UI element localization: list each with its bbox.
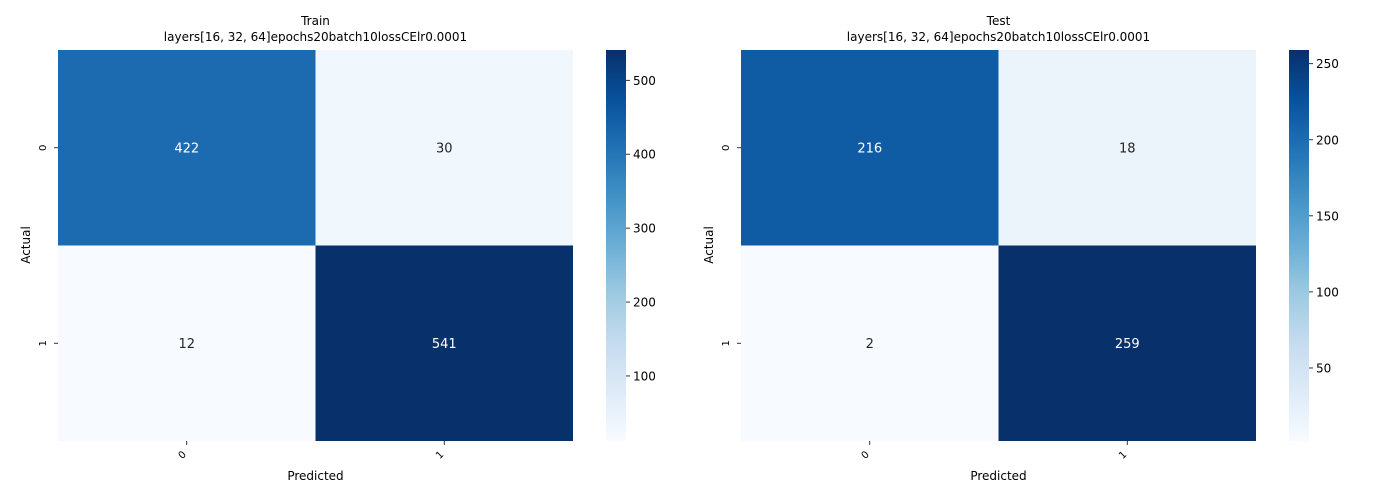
test-title: Test <box>986 14 1011 28</box>
train-xlabel: Predicted <box>287 469 343 483</box>
colorbar-tick-label: 100 <box>633 369 656 383</box>
colorbar-tick-label: 50 <box>1316 361 1331 375</box>
heatmap-cell <box>998 50 1256 246</box>
train-panel: Train layers[16, 32, 64]epochs20batch10l… <box>19 14 656 483</box>
y-tick-label: 0 <box>721 145 732 151</box>
heatmap-cell <box>741 245 999 441</box>
test-panel: Test layers[16, 32, 64]epochs20batch10lo… <box>702 14 1339 483</box>
cell-value-label: 12 <box>178 337 195 352</box>
heatmap-cell <box>315 50 573 246</box>
heatmap-cell <box>741 50 999 246</box>
y-tick-label: 1 <box>38 340 49 346</box>
colorbar-tick-label: 400 <box>633 148 656 162</box>
train-title: Train <box>300 14 330 28</box>
test-heatmap: 216 18 2 259 <box>741 50 1256 441</box>
colorbar-tick-label: 300 <box>633 222 656 236</box>
x-tick-label: 1 <box>1117 449 1129 461</box>
x-tick-label: 0 <box>177 449 189 461</box>
colorbar-tick-label: 200 <box>633 296 656 310</box>
colorbar-tick-label: 200 <box>1316 133 1339 147</box>
x-tick-label: 1 <box>434 449 446 461</box>
cell-value-label: 259 <box>1115 337 1140 352</box>
train-ylabel: Actual <box>19 226 33 264</box>
x-tick-label: 0 <box>860 449 872 461</box>
test-colorbar <box>1289 50 1309 441</box>
cell-value-label: 422 <box>174 141 199 156</box>
heatmap-cell <box>58 50 316 246</box>
cell-value-label: 2 <box>866 337 874 352</box>
train-subtitle: layers[16, 32, 64]epochs20batch10lossCEl… <box>164 30 467 44</box>
test-y-tick-labels: 01 <box>721 145 741 346</box>
colorbar-tick-label: 100 <box>1316 285 1339 299</box>
colorbar-tick-label: 250 <box>1316 57 1339 71</box>
heatmap-cell <box>315 245 573 441</box>
cell-value-label: 216 <box>857 141 882 156</box>
heatmap-cell <box>58 245 316 441</box>
cell-value-label: 541 <box>432 337 457 352</box>
cell-value-label: 30 <box>436 141 453 156</box>
train-colorbar-ticks: 100 200 300 400 500 <box>626 74 656 383</box>
train-heatmap: 422 30 12 541 <box>58 50 573 441</box>
y-tick-label: 0 <box>38 145 49 151</box>
colorbar-tick-label: 150 <box>1316 209 1339 223</box>
test-ylabel: Actual <box>702 226 716 264</box>
test-subtitle: layers[16, 32, 64]epochs20batch10lossCEl… <box>847 30 1150 44</box>
cell-value-label: 18 <box>1119 141 1136 156</box>
test-xlabel: Predicted <box>970 469 1026 483</box>
test-colorbar-ticks: 50 100 150 200 250 <box>1309 57 1339 375</box>
heatmap-cell <box>998 245 1256 441</box>
train-colorbar <box>606 50 626 441</box>
y-tick-label: 1 <box>721 340 732 346</box>
colorbar-tick-label: 500 <box>633 74 656 88</box>
train-y-tick-labels: 01 <box>38 145 58 346</box>
